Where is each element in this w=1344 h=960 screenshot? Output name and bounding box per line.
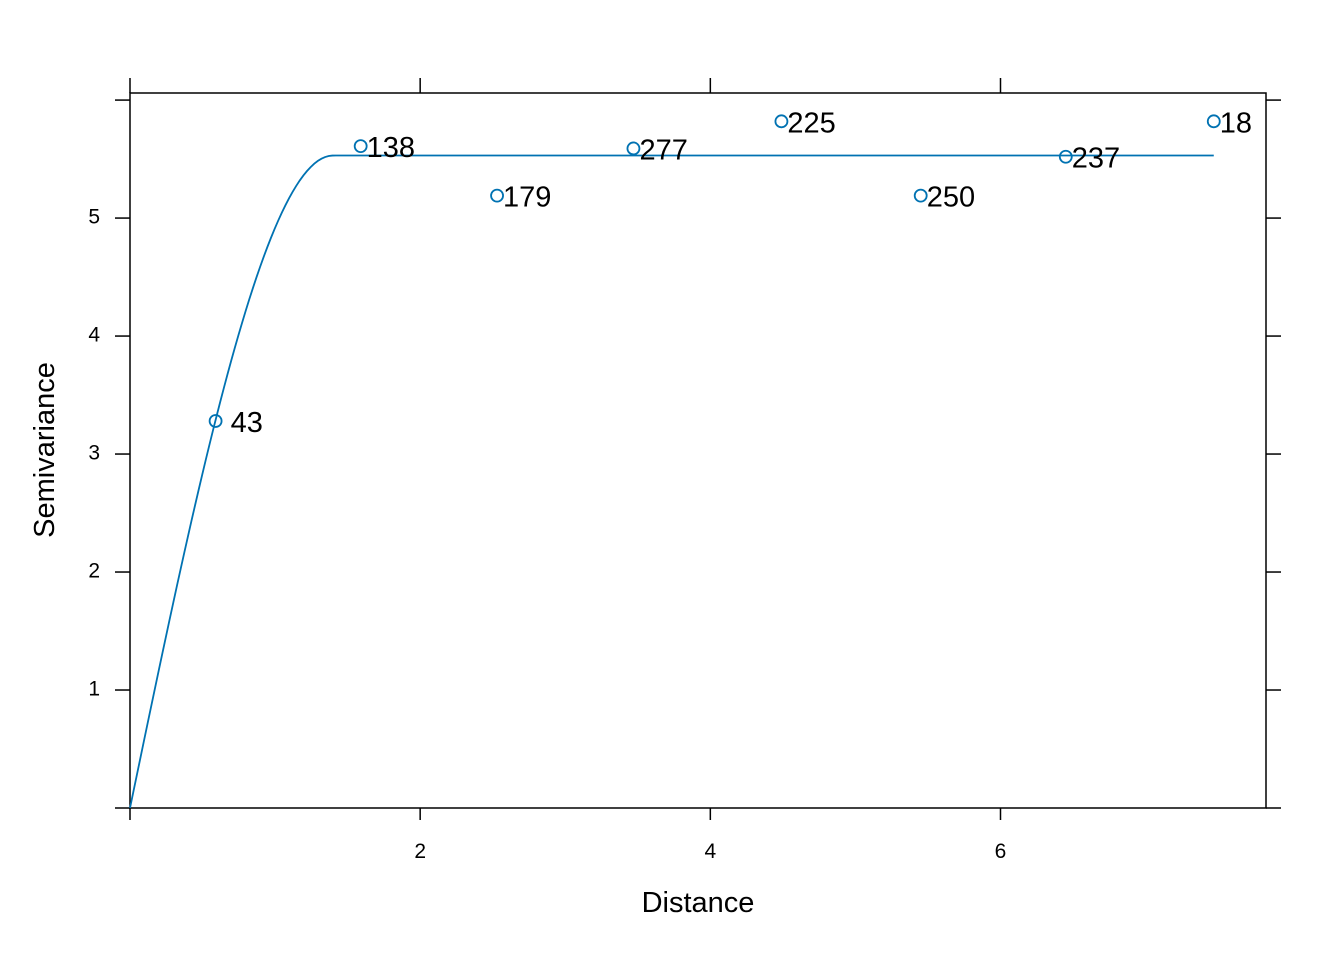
x-axis-ticks: 2 4 6 (129, 78, 1007, 863)
y-axis-ticks: 1 2 3 4 5 (88, 99, 1281, 809)
data-point (626, 141, 641, 156)
data-point (490, 188, 504, 203)
y-tick-label: 5 (88, 206, 100, 229)
data-point-label: 250 (927, 182, 975, 214)
x-tick-label: 6 (995, 840, 1007, 863)
data-point-label: 138 (367, 132, 415, 164)
y-axis-title: Semivariance (29, 362, 61, 538)
fitted-model-curve (129, 154, 1214, 809)
x-axis-title: Distance (642, 887, 755, 919)
y-tick-label: 3 (88, 442, 100, 465)
data-point-label: 225 (787, 107, 835, 139)
data-point (208, 414, 223, 428)
data-point-label: 179 (503, 182, 551, 214)
data-point (1206, 114, 1221, 129)
x-tick-label: 2 (414, 840, 426, 863)
y-tick-label: 1 (88, 678, 100, 701)
plot-frame (129, 92, 1267, 809)
data-points: 43 138 179 277 225 250 237 18 (208, 107, 1252, 439)
y-tick-label: 4 (88, 324, 100, 347)
data-point-label: 43 (231, 407, 263, 439)
data-point-label: 277 (639, 134, 687, 166)
x-tick-label: 4 (704, 840, 716, 863)
data-point (774, 114, 789, 129)
data-point-label: 18 (1220, 107, 1252, 139)
data-point (913, 188, 928, 203)
data-point-label: 237 (1072, 143, 1120, 175)
data-point (353, 139, 368, 153)
data-point (1058, 149, 1073, 164)
y-tick-label: 2 (88, 560, 100, 583)
